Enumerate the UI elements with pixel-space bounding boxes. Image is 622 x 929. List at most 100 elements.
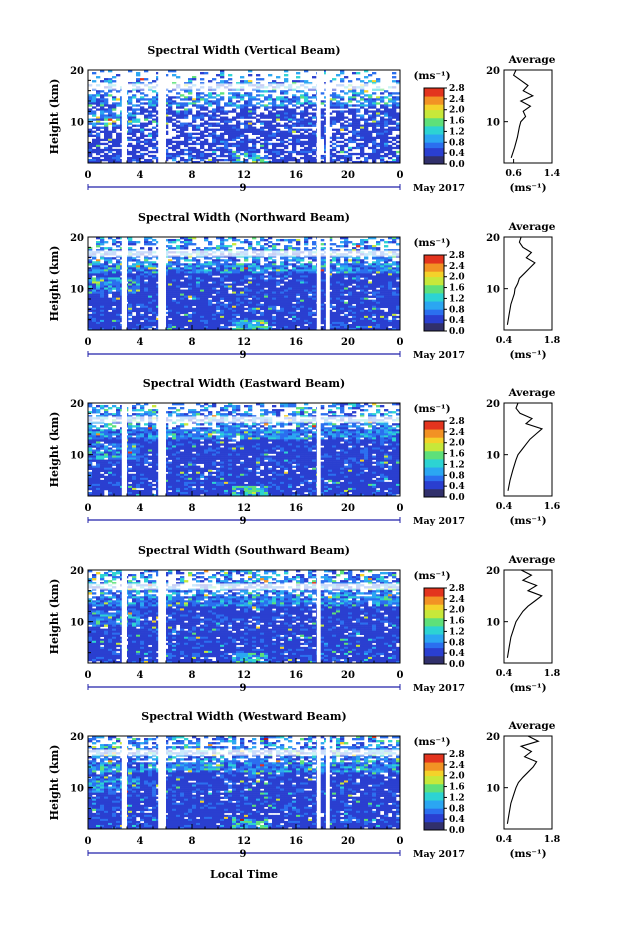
heatmap-cell — [200, 305, 205, 309]
heatmap-cell — [140, 277, 145, 280]
heatmap-cell — [396, 114, 400, 117]
heatmap-cell — [228, 287, 233, 290]
heatmap-cell — [100, 267, 105, 270]
heatmap-cell — [384, 269, 389, 272]
heatmap-cell — [272, 90, 277, 93]
heatmap-cell — [112, 313, 117, 317]
heatmap-cell — [112, 243, 117, 246]
heatmap-cell — [284, 257, 289, 260]
heatmap-cell — [228, 124, 233, 127]
heatmap-cell — [368, 94, 373, 97]
heatmap-cell — [368, 118, 373, 121]
heatmap-cell — [196, 112, 201, 115]
heatmap-cell — [372, 303, 377, 307]
average-line — [510, 69, 535, 158]
heatmap-cell — [356, 245, 361, 248]
heatmap-cell — [288, 273, 293, 276]
heatmap-cell — [180, 317, 185, 321]
heatmap-cell — [376, 291, 381, 294]
heatmap-cell — [292, 138, 297, 142]
heatmap-cell — [364, 126, 369, 129]
heatmap-cell — [148, 277, 153, 280]
heatmap-cell — [272, 247, 277, 250]
heatmap-cell — [92, 118, 97, 121]
heatmap-cell — [312, 287, 317, 290]
heatmap-cell — [376, 315, 381, 319]
heatmap-cell — [268, 112, 273, 115]
heatmap-cell — [164, 108, 169, 111]
heatmap-cell — [336, 299, 341, 302]
heatmap-cell — [164, 273, 169, 276]
heatmap-cell — [200, 130, 205, 133]
heatmap-cell — [260, 132, 265, 135]
heatmap-cell — [176, 120, 181, 123]
y-axis-label: Height (km) — [48, 79, 61, 155]
heatmap-cell — [156, 297, 161, 300]
heatmap-cell — [144, 148, 149, 152]
colorbar-cell — [424, 117, 444, 121]
heatmap-cell — [280, 265, 285, 268]
heatmap-cell — [348, 281, 353, 284]
heatmap-cell — [136, 275, 141, 278]
heatmap-cell — [244, 263, 249, 266]
heatmap-cell — [376, 317, 381, 321]
heatmap-cell — [384, 275, 389, 278]
heatmap-cell — [260, 321, 265, 325]
heatmap-cell — [372, 291, 377, 294]
heatmap-cell — [92, 100, 97, 103]
heatmap-cell — [112, 126, 117, 129]
heatmap-cell — [272, 243, 277, 246]
heatmap-cell — [88, 301, 93, 305]
heatmap-cell — [280, 281, 285, 284]
heatmap-cell — [204, 313, 209, 317]
heatmap-cell — [240, 80, 245, 83]
heatmap-cell — [304, 136, 309, 140]
heatmap-cell — [232, 289, 237, 292]
heatmap-cell — [176, 247, 181, 250]
heatmap-cell — [200, 283, 205, 286]
heatmap-cell — [352, 275, 357, 278]
heatmap-cell — [352, 90, 357, 93]
heatmap-cell — [216, 307, 221, 311]
heatmap-cell — [248, 289, 253, 292]
heatmap-cell — [212, 263, 217, 266]
heatmap-cell — [92, 96, 97, 99]
heatmap-cell — [224, 120, 229, 123]
heatmap-cell — [112, 241, 117, 244]
heatmap-cell — [300, 297, 305, 300]
avg-x-tick-label: 0.6 — [505, 168, 522, 179]
heatmap-cell — [220, 118, 225, 121]
heatmap-cell — [256, 257, 261, 260]
heatmap-cell — [312, 317, 317, 321]
heatmap-cell — [276, 122, 281, 125]
heatmap-cell — [264, 271, 269, 274]
heatmap-cell — [184, 303, 189, 307]
heatmap-cell — [352, 279, 357, 282]
heatmap-cell — [300, 267, 305, 270]
heatmap-cell — [368, 96, 373, 99]
heatmap-cell — [288, 283, 293, 286]
heatmap-cell — [172, 154, 177, 158]
heatmap-cell — [344, 106, 349, 109]
heatmap-cell — [112, 154, 117, 158]
heatmap-cell — [192, 319, 197, 323]
heatmap-cell — [212, 273, 217, 276]
heatmap-cell — [176, 106, 181, 109]
heatmap-cell — [260, 134, 265, 138]
heatmap-cell — [100, 319, 105, 323]
heatmap-cell — [180, 275, 185, 278]
heatmap-cell — [224, 259, 229, 262]
heatmap-cell — [252, 156, 257, 160]
heatmap-cell — [148, 273, 153, 276]
heatmap-cell — [216, 271, 221, 274]
heatmap-cell — [384, 265, 389, 268]
heatmap-cell — [344, 241, 349, 244]
heatmap-cell — [240, 279, 245, 282]
heatmap-cell — [212, 136, 217, 140]
heatmap-cell — [356, 94, 361, 97]
heatmap-cell — [148, 106, 153, 109]
heatmap-cell — [184, 273, 189, 276]
heatmap-cell — [100, 301, 105, 305]
heatmap-cell — [172, 281, 177, 284]
y-tick-label: 10 — [70, 118, 84, 129]
